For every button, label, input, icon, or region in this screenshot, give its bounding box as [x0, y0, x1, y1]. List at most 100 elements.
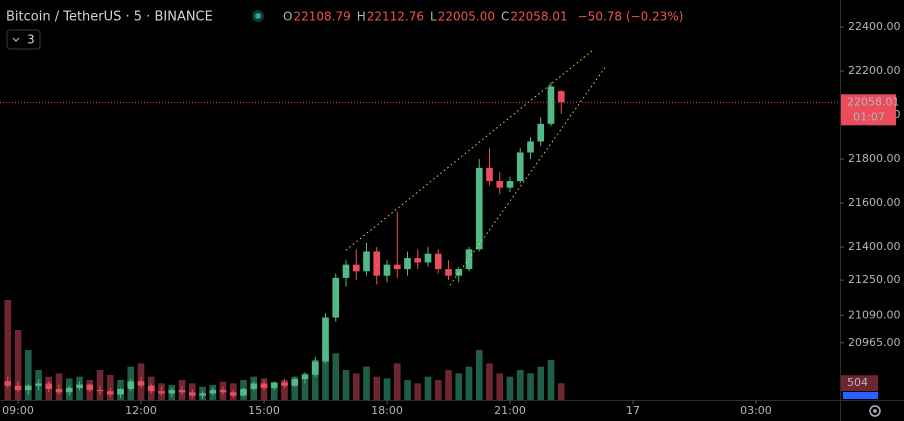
candle-body: [260, 383, 268, 388]
volume-bar: [393, 363, 401, 400]
candle-body: [475, 167, 483, 250]
candle-body: [352, 264, 360, 272]
y-tick-label: 21600.00: [848, 196, 901, 209]
candle-body: [168, 390, 176, 394]
x-tick-label: 03:00: [740, 404, 772, 417]
volume-bar: [557, 383, 565, 400]
y-tick-label: 20965.00: [848, 336, 901, 349]
candle-body: [434, 253, 442, 270]
y-tick-label: 21800.00: [848, 152, 901, 165]
ohlc-value: 22108.79: [293, 10, 350, 24]
candle-body: [4, 381, 12, 386]
volume-bar: [24, 350, 32, 400]
candle-body: [14, 385, 22, 391]
candle-body: [117, 388, 124, 395]
candle-body: [137, 381, 145, 386]
indicator-count: 3: [27, 33, 35, 47]
price-label: 22058.01: [847, 95, 900, 108]
candle-body: [188, 392, 196, 396]
candle-body: [250, 383, 258, 389]
candle-body: [158, 391, 165, 394]
candle-body: [363, 251, 370, 272]
volume-bar: [537, 366, 545, 400]
volume-bar: [496, 373, 504, 400]
y-tick-label: 21250.00: [848, 273, 901, 286]
volume-bar: [434, 380, 442, 400]
volume-bar: [455, 373, 463, 400]
indicator-toggle[interactable]: [6, 29, 41, 50]
y-tick-label: 22400.00: [848, 20, 901, 33]
x-tick-label: 12:00: [125, 404, 157, 417]
volume-bar: [404, 380, 411, 400]
x-tick-label: 18:00: [371, 404, 403, 417]
volume-bar: [332, 353, 340, 400]
volume-bar: [4, 300, 12, 400]
ohlc-key: H: [357, 10, 366, 24]
candle-body: [291, 379, 299, 386]
candle-body: [96, 390, 104, 392]
candle-body: [527, 141, 534, 153]
countdown-label: 01:07: [853, 110, 885, 123]
ohlc-value: 22112.76: [367, 10, 424, 24]
ohlc-key: L: [430, 10, 437, 24]
candle-body: [506, 181, 514, 188]
chevron-icon: [12, 37, 20, 42]
volume-bar: [506, 376, 514, 400]
candle-body: [65, 387, 73, 393]
y-tick-label: 22200.00: [848, 64, 901, 77]
volume-bar: [281, 380, 288, 400]
candle-body: [24, 385, 32, 391]
candle-body: [557, 91, 565, 103]
trendline: [449, 64, 608, 286]
volume-bar: [547, 360, 555, 400]
y-tick-label: 21400.00: [848, 240, 901, 253]
candle-body: [229, 392, 237, 396]
settings-icon[interactable]: [869, 405, 881, 417]
candle-body: [496, 181, 504, 188]
volume-bar: [322, 346, 329, 400]
ohlc-value: 22005.00: [438, 10, 495, 24]
volume-label: 504: [847, 376, 868, 389]
candle-body: [219, 390, 227, 393]
y-tick-label: 21090.00: [848, 308, 901, 321]
x-tick-label: 15:00: [248, 404, 280, 417]
candle-body: [45, 383, 53, 389]
price-label-bg: [841, 94, 896, 126]
x-tick-label: 17: [626, 404, 640, 417]
candle-body: [342, 264, 350, 278]
candle-body: [393, 264, 401, 270]
candle-body: [281, 382, 288, 386]
candle-body: [537, 123, 545, 142]
candle-body: [445, 269, 452, 276]
candle-body: [35, 383, 42, 386]
ohlc-readout: O 22108.79 H 22112.76 L 22005.00 C 22058.01: [283, 10, 568, 24]
volume-bar: [373, 376, 381, 400]
volume-bar: [516, 370, 524, 400]
volume-label-bg: [841, 375, 878, 392]
candle-body: [127, 381, 135, 389]
candle-body: [147, 385, 155, 392]
volume-bar: [106, 375, 114, 400]
volume-bar: [527, 373, 534, 400]
candle-body: [106, 391, 114, 395]
candle-body: [209, 390, 217, 394]
status-dot: [255, 13, 261, 19]
volume-bar: [465, 366, 473, 400]
volume-bar: [96, 370, 104, 400]
candle-body: [547, 86, 555, 124]
candle-body: [199, 393, 206, 396]
candle-body: [424, 253, 432, 263]
x-tick-label: 21:00: [494, 404, 526, 417]
volume-bar: [342, 370, 350, 400]
candle-body: [178, 390, 186, 393]
candle-body: [332, 277, 340, 318]
volume-bar: [486, 363, 493, 400]
volume-bar: [14, 330, 22, 400]
candle-body: [455, 269, 463, 276]
candle-body: [86, 384, 94, 391]
volume-bar: [414, 383, 422, 400]
candle-body: [516, 152, 524, 182]
candle-body: [373, 251, 381, 276]
ohlc-value: 22058.01: [510, 10, 567, 24]
